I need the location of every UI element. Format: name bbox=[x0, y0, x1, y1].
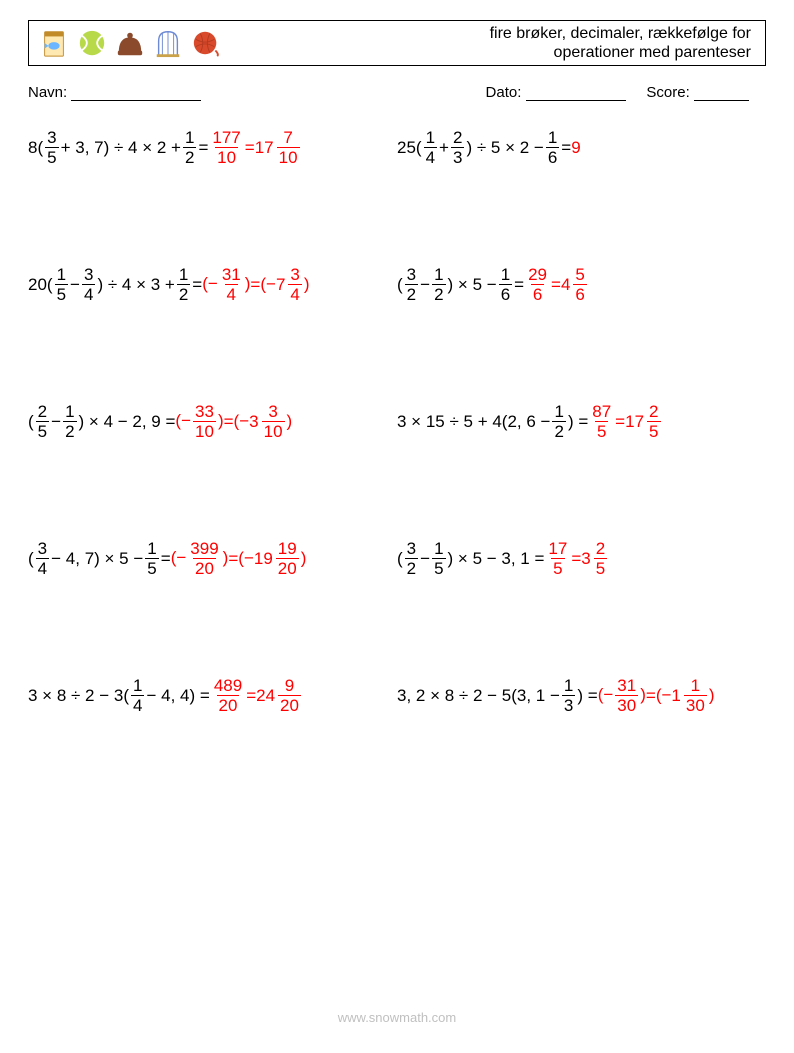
meta-row: Navn: Dato: Score: bbox=[28, 84, 766, 101]
problem: 25(14 + 23) ÷ 5 × 2 − 16 = 9 bbox=[397, 129, 766, 166]
problem: (34 − 4, 7) × 5 − 15 = (−39920) = (−1919… bbox=[28, 540, 397, 577]
problem: 3, 2 × 8 ÷ 2 − 5(3, 1 − 13) = (−3130) = … bbox=[397, 677, 766, 714]
problem: (32 − 12) × 5 − 16 = 296 = 456 bbox=[397, 266, 766, 303]
problem: 20(15 − 34) ÷ 4 × 3 + 12 = (−314) = (−73… bbox=[28, 266, 397, 303]
fishfood-icon bbox=[39, 28, 69, 58]
problems-grid: 8(35 + 3, 7) ÷ 4 × 2 + 12 = 17710 = 1771… bbox=[28, 129, 766, 714]
problem: (32 − 15) × 5 − 3, 1 = 175 = 325 bbox=[397, 540, 766, 577]
title-line-1: fire brøker, decimaler, rækkefølge for bbox=[490, 24, 751, 43]
title-line-2: operationer med parenteser bbox=[490, 43, 751, 62]
problem: (25 − 12) × 4 − 2, 9 = (−3310) = (−3310) bbox=[28, 403, 397, 440]
header-icons bbox=[39, 28, 221, 58]
problem: 3 × 8 ÷ 2 − 3(14 − 4, 4) = 48920 = 24920 bbox=[28, 677, 397, 714]
problem: 3 × 15 ÷ 5 + 4(2, 6 − 12) = 875 = 1725 bbox=[397, 403, 766, 440]
problem: 8(35 + 3, 7) ÷ 4 × 2 + 12 = 17710 = 1771… bbox=[28, 129, 397, 166]
score-blank bbox=[694, 86, 749, 101]
birdcage-icon bbox=[153, 28, 183, 58]
name-label: Navn: bbox=[28, 84, 67, 101]
worksheet-title: fire brøker, decimaler, rækkefølge for o… bbox=[490, 24, 755, 62]
yarn-ball-icon bbox=[191, 28, 221, 58]
beanie-icon bbox=[115, 28, 145, 58]
date-label: Dato: bbox=[486, 84, 522, 101]
date-blank bbox=[526, 86, 626, 101]
score-label: Score: bbox=[646, 84, 689, 101]
footer-text: www.snowmath.com bbox=[0, 1010, 794, 1025]
tennis-ball-icon bbox=[77, 28, 107, 58]
header: fire brøker, decimaler, rækkefølge for o… bbox=[28, 20, 766, 66]
name-blank bbox=[71, 86, 201, 101]
